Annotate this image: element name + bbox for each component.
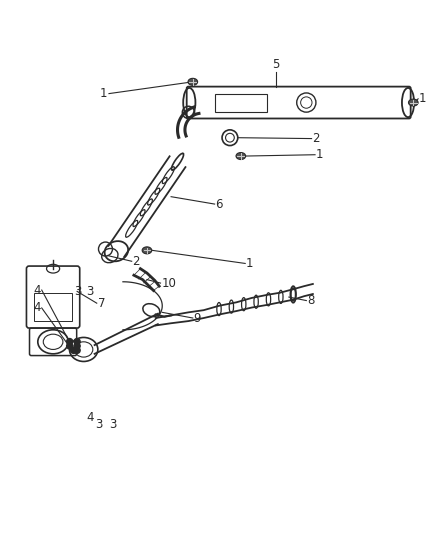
Circle shape [74,338,80,345]
Text: 1: 1 [246,257,254,270]
Text: 3: 3 [95,418,102,432]
Ellipse shape [236,152,246,159]
Text: 2: 2 [133,255,140,268]
Text: 3: 3 [74,285,81,298]
Ellipse shape [188,78,198,85]
Circle shape [74,343,80,349]
Ellipse shape [142,247,152,254]
Bar [215,94,267,111]
Circle shape [71,348,77,353]
Text: 8: 8 [307,294,314,307]
Ellipse shape [409,99,418,106]
Text: 4: 4 [33,284,41,296]
Text: 2: 2 [312,132,320,145]
Text: 1: 1 [419,92,427,106]
Text: 6: 6 [215,198,223,211]
Text: 4: 4 [86,410,94,424]
Text: 5: 5 [272,58,279,71]
Text: 1: 1 [316,148,323,161]
Text: 1: 1 [100,87,108,100]
Text: 4: 4 [33,302,41,314]
Bar [34,293,72,321]
Text: 9: 9 [194,311,201,325]
Circle shape [67,338,73,345]
Text: 3: 3 [110,418,117,432]
Text: 7: 7 [98,297,105,310]
Text: 3: 3 [87,285,94,298]
Circle shape [67,343,73,349]
Circle shape [74,348,80,353]
Text: 10: 10 [161,277,176,289]
